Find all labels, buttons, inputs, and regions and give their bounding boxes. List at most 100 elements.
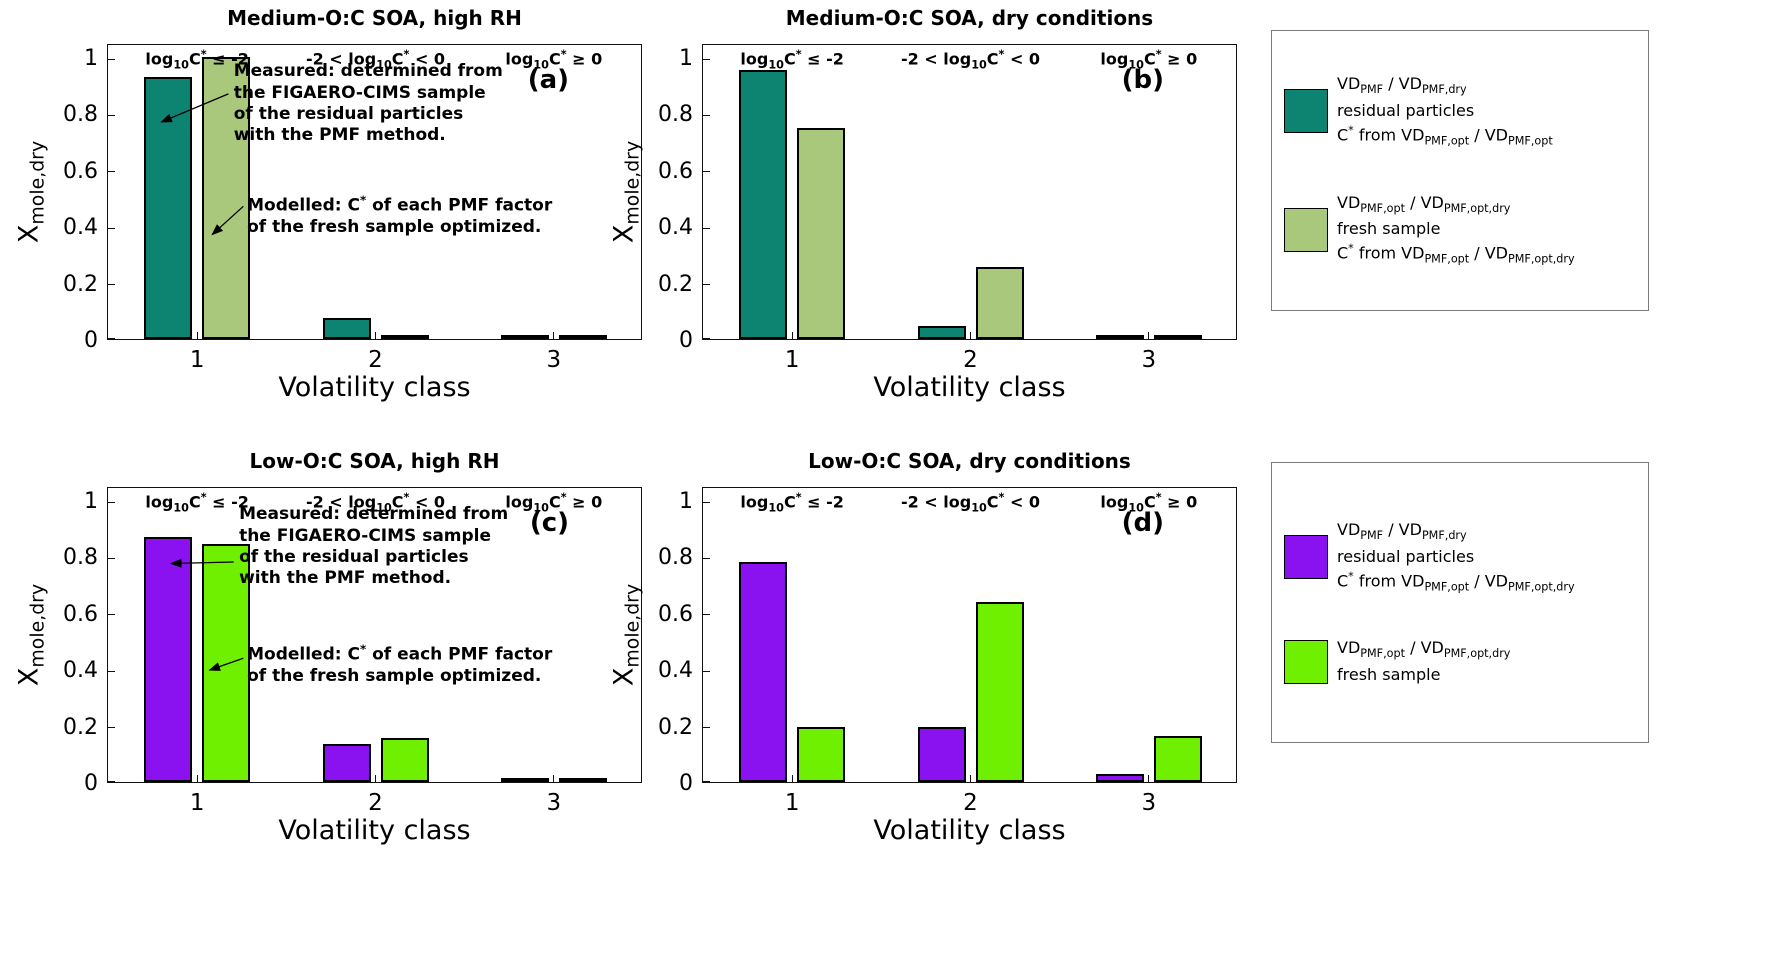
legend-entry: VDPMF,opt / VDPMF,opt,dry fresh sample C* … (1284, 191, 1636, 269)
plot-title: Medium-O:C SOA, dry conditions (785, 6, 1154, 30)
x-axis-label: Volatility class (873, 372, 1066, 403)
volatility-class-range-label: log10C* ≥ 0 (1100, 491, 1198, 515)
bar-measured (322, 743, 371, 782)
bar-modelled (1153, 335, 1202, 339)
x-axis-label: Volatility class (278, 372, 471, 403)
panel-c: Low-O:C SOA, high RH Xmole,dry Volatility … (0, 443, 650, 873)
annotation-text: Modelled: C* of each PMF factor of the fr… (247, 641, 553, 686)
bar-measured (144, 536, 193, 782)
panel-letter: (a) (527, 65, 569, 95)
x-tick-label: 1 (784, 347, 800, 373)
bar-modelled (1153, 735, 1202, 782)
panel-b: Medium-O:C SOA, dry conditions Xmole,dry V… (595, 0, 1245, 430)
y-tick-mark (703, 171, 710, 173)
legend-entry-text: VDPMF / VDPMF,dry residual particles C* fr… (1337, 519, 1575, 594)
panel-letter: (d) (1121, 508, 1164, 538)
y-tick-mark (703, 670, 710, 672)
bar-modelled (558, 335, 607, 339)
volatility-class-range-label: -2 < log10C* < 0 (305, 48, 446, 72)
y-tick-label: 0.8 (63, 545, 98, 571)
y-tick-label: 0.8 (658, 545, 693, 571)
y-tick-label: 0 (679, 328, 693, 353)
y-tick-mark (108, 781, 115, 782)
bar-measured (917, 727, 966, 782)
x-tick-mark (970, 775, 971, 782)
x-tick-mark (375, 775, 376, 782)
x-tick-label: 1 (189, 347, 205, 373)
x-tick-mark (553, 332, 555, 339)
y-axis-label-text: Xmole,dry (13, 140, 49, 244)
y-tick-label: 0.4 (63, 215, 98, 241)
y-axis-label-text: Xmole,dry (13, 583, 49, 687)
y-tick-mark (108, 114, 115, 116)
y-tick-label: 0.6 (658, 601, 693, 627)
bar-modelled (558, 778, 607, 782)
plot-title: Low-O:C SOA, dry conditions (808, 449, 1131, 473)
annotation-text: Measured: determined from the FIGAERO-CIM… (239, 504, 509, 589)
y-tick-label: 1 (84, 46, 98, 72)
y-tick-mark (108, 58, 115, 60)
y-axis-label-text: Xmole,dry (608, 583, 644, 687)
legend-swatch (1284, 639, 1328, 684)
y-tick-label: 1 (84, 489, 98, 515)
bar-measured (322, 317, 371, 339)
y-tick-label: 0.4 (63, 658, 98, 684)
x-tick-mark (375, 332, 376, 339)
x-tick-label: 2 (368, 790, 383, 816)
volatility-class-range-label: -2 < log10C* < 0 (900, 491, 1041, 515)
legend-entry-text: VDPMF,opt / VDPMF,opt,dry fresh sample (1337, 638, 1511, 685)
x-tick-label: 3 (1141, 790, 1157, 816)
x-tick-label: 3 (546, 790, 562, 816)
x-tick-mark (553, 775, 555, 782)
plot-area: 0 0.2 0.4 0.6 0.8 1 1 log10C* ≤ -2 2 -2 < log10C*… (658, 44, 1237, 373)
y-tick-label: 0.6 (63, 601, 98, 627)
y-tick-mark (703, 114, 710, 116)
volatility-class-range-label: -2 < log10C* < 0 (900, 48, 1041, 72)
bar-measured (1095, 773, 1144, 782)
y-tick-mark (108, 614, 115, 616)
x-tick-label: 2 (963, 790, 978, 816)
y-tick-mark (108, 557, 115, 559)
annotation-text: Measured: determined from the FIGAERO-CIM… (233, 61, 503, 146)
y-tick-mark (703, 727, 710, 729)
legend-medium-oc: VDPMF / VDPMF,dry residual particles C* fr… (1271, 30, 1649, 311)
bar-modelled (975, 267, 1024, 339)
plot-area: 0 0.2 0.4 0.6 0.8 1 1 log10C* ≤ -2 2 -2 < log10C*… (658, 487, 1237, 816)
x-tick-label: 3 (1141, 347, 1157, 373)
y-tick-label: 1 (679, 489, 693, 515)
y-tick-label: 0.2 (658, 714, 693, 740)
volatility-class-range-label: log10C* ≤ -2 (740, 491, 844, 515)
legend-swatch (1284, 207, 1328, 252)
x-tick-label: 2 (368, 347, 383, 373)
x-axis-label: Volatility class (873, 815, 1066, 846)
x-tick-mark (1148, 332, 1150, 339)
y-tick-mark (703, 614, 710, 616)
legend-entry: VDPMF / VDPMF,dry residual particles C* fr… (1284, 72, 1636, 150)
bar-modelled (975, 601, 1024, 782)
bar-measured (739, 69, 788, 339)
bar-modelled (380, 737, 429, 782)
y-tick-label: 0.2 (658, 271, 693, 297)
y-tick-label: 0.8 (658, 102, 693, 128)
panel-letter: (c) (529, 508, 569, 538)
y-tick-label: 0.4 (658, 215, 693, 241)
legend-swatch (1284, 535, 1328, 579)
annotation-text: Modelled: C* of each PMF factor of the fr… (247, 193, 553, 237)
y-tick-mark (108, 338, 115, 339)
y-axis-label-text: Xmole,dry (608, 140, 644, 244)
x-tick-mark (791, 332, 793, 339)
bar-measured (917, 326, 966, 339)
y-tick-label: 0.6 (63, 158, 98, 184)
x-axis-label: Volatility class (278, 815, 471, 846)
y-tick-mark (703, 501, 710, 503)
y-tick-mark (703, 338, 710, 339)
plot-area: 0 0.2 0.4 0.6 0.8 1 1 log10C* ≤ -2 2 -2 < log10C*… (63, 487, 642, 816)
volatility-class-range-label: log10C* ≤ -2 (145, 491, 249, 515)
y-tick-mark (108, 670, 115, 672)
y-tick-label: 0 (679, 771, 693, 796)
plot-title: Low-O:C SOA, high RH (249, 449, 500, 473)
legend-swatch (1284, 89, 1328, 134)
bar-measured (739, 562, 788, 782)
legend-entry: VDPMF,opt / VDPMF,opt,dry fresh sample (1284, 636, 1636, 687)
